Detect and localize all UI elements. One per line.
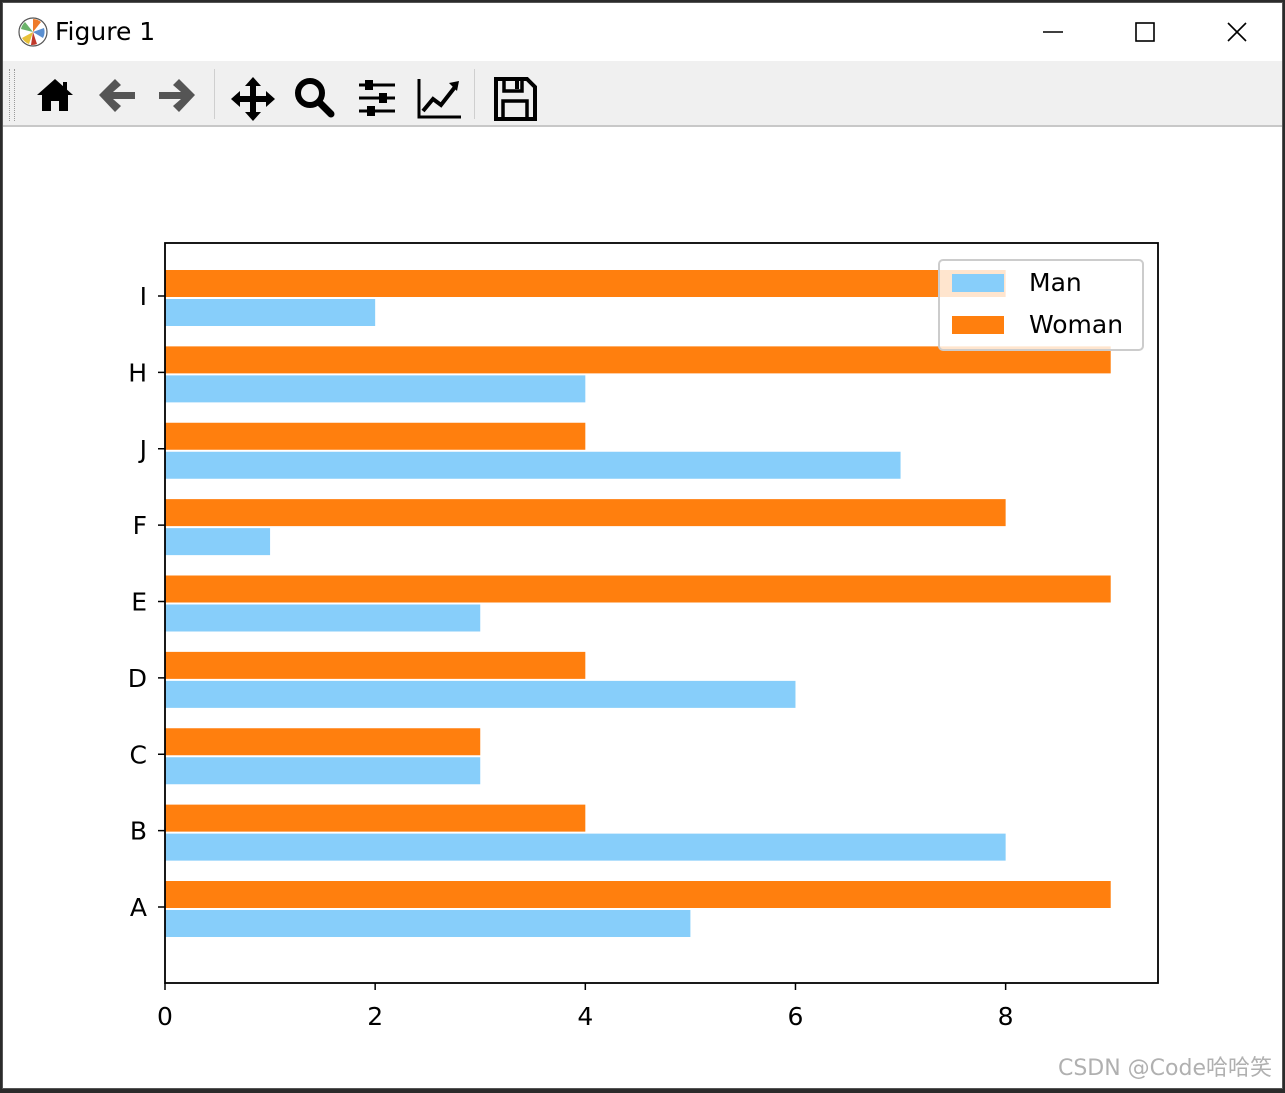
legend-swatch-woman	[952, 316, 1004, 334]
edit-axis-button[interactable]	[411, 71, 463, 119]
bar-woman-E	[165, 575, 1111, 603]
bar-man-F	[165, 528, 271, 556]
window-title: Figure 1	[55, 17, 156, 46]
title-bar: Figure 1	[3, 3, 1282, 61]
configure-subplots-button[interactable]	[349, 71, 401, 119]
ytick-label-I: I	[140, 282, 147, 311]
figure-canvas[interactable]: A B C D E F J H I 0 2 4 6 8 Man Woman CSDN @Code哈哈笑	[3, 127, 1282, 1088]
bar-man-J	[165, 451, 901, 479]
sliders-icon	[359, 80, 395, 116]
bar-man-A	[165, 910, 691, 937]
zoom-icon	[295, 78, 335, 118]
pan-button[interactable]	[225, 71, 277, 121]
bar-woman-C	[165, 728, 481, 756]
forward-arrow-icon	[159, 79, 195, 112]
back-button[interactable]	[91, 71, 143, 119]
bar-woman-J	[165, 422, 586, 450]
close-button[interactable]	[1191, 3, 1283, 61]
legend-swatch-man	[952, 274, 1004, 292]
minimize-icon	[1043, 31, 1063, 33]
bar-woman-A	[165, 881, 1111, 908]
xtick-label-2: 2	[367, 1002, 383, 1031]
matplotlib-logo-icon	[18, 17, 48, 47]
bar-woman-D	[165, 651, 586, 679]
save-button[interactable]	[487, 71, 539, 121]
move-icon	[231, 77, 275, 121]
xtick-label-4: 4	[577, 1002, 593, 1031]
home-button[interactable]	[29, 71, 81, 119]
line-chart-icon	[417, 79, 461, 119]
minimize-button[interactable]	[1007, 3, 1099, 61]
bar-chart: A B C D E F J H I 0 2 4 6 8 Man Woman	[128, 242, 1159, 1031]
ytick-label-E: E	[131, 588, 147, 617]
toolbar-separator	[474, 69, 475, 119]
watermark-text: CSDN @Code哈哈笑	[1057, 1056, 1272, 1081]
xtick-label-8: 8	[998, 1002, 1014, 1031]
toolbar-grip[interactable]	[9, 69, 15, 121]
ytick-label-A: A	[130, 893, 147, 922]
bar-man-C	[165, 757, 481, 785]
maximize-button[interactable]	[1099, 3, 1191, 61]
zoom-button[interactable]	[287, 71, 339, 119]
forward-button[interactable]	[151, 71, 203, 119]
xtick-label-6: 6	[788, 1002, 804, 1031]
ytick-label-D: D	[128, 664, 147, 693]
navigation-toolbar	[3, 61, 1282, 127]
save-icon	[494, 77, 537, 121]
close-icon	[1227, 22, 1247, 42]
axes-frame	[164, 242, 1159, 984]
bar-woman-F	[165, 499, 1006, 527]
toolbar-separator	[214, 69, 215, 119]
xtick-label-0: 0	[157, 1002, 173, 1031]
bar-man-H	[165, 375, 586, 403]
legend-label-man: Man	[1029, 268, 1082, 297]
bar-man-I	[165, 299, 376, 326]
ytick-label-H: H	[128, 358, 147, 387]
maximize-icon	[1135, 22, 1155, 42]
back-arrow-icon	[99, 79, 135, 112]
bar-man-D	[165, 680, 796, 708]
home-icon	[37, 79, 73, 111]
bar-woman-B	[165, 804, 586, 832]
ytick-label-J: J	[138, 435, 147, 464]
bar-man-B	[165, 833, 1006, 861]
ytick-label-B: B	[130, 817, 147, 846]
bar-man-E	[165, 604, 481, 632]
legend-label-woman: Woman	[1029, 310, 1123, 339]
bar-woman-I	[165, 270, 1006, 297]
ytick-label-C: C	[130, 740, 147, 769]
ytick-label-F: F	[133, 511, 147, 540]
